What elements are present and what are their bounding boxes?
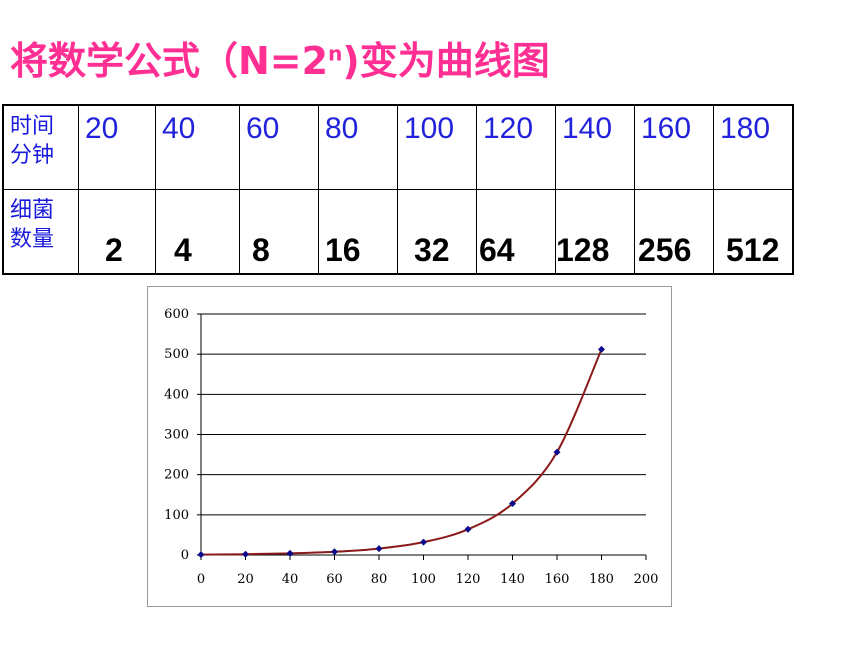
row-header-count: 细菌 数量	[2, 189, 79, 275]
x-tick-label: 200	[634, 572, 659, 587]
count-cell: 16	[318, 189, 398, 275]
row-header-time-label: 时间 分钟	[10, 114, 55, 168]
x-tick-label: 180	[589, 572, 614, 587]
growth-line-chart: 0 100 200 300 400 500 600 0 20 40 60 80 100 120 140 160…	[164, 307, 659, 587]
count-cell: 2	[78, 189, 156, 275]
data-point	[286, 549, 294, 557]
data-table: 时间 分钟 20 40 60 80 100 120 140 160 180 细菌…	[2, 104, 794, 275]
data-point	[464, 525, 472, 533]
data-point	[197, 551, 205, 559]
x-tick-label: 40	[282, 572, 299, 587]
time-cell: 20	[78, 104, 156, 190]
x-tick-label: 140	[500, 572, 525, 587]
x-tick-label: 160	[545, 572, 570, 587]
data-point	[331, 548, 338, 556]
data-point	[553, 448, 561, 456]
count-cell: 256	[634, 189, 714, 275]
count-cell: 128	[555, 189, 635, 275]
data-point	[420, 538, 427, 546]
time-row: 时间 分钟 20 40 60 80 100 120 140 160 180	[2, 104, 794, 190]
time-cell: 100	[397, 104, 477, 190]
y-tick-label: 300	[164, 428, 189, 443]
time-cell: 120	[476, 104, 556, 190]
time-cell: 60	[239, 104, 319, 190]
count-row: 细菌 数量 2 4 8 16 32 64 128 256 512	[2, 189, 794, 275]
y-tick-label: 400	[164, 387, 189, 402]
count-cell: 32	[397, 189, 477, 275]
chart-frame: 0 100 200 300 400 500 600 0 20 40 60 80 100 120 140 160…	[147, 286, 672, 607]
y-tick-label: 500	[164, 347, 189, 362]
time-cell: 40	[155, 104, 240, 190]
count-cell: 512	[713, 189, 794, 275]
y-tick-label: 100	[164, 508, 189, 523]
title-main: 将数学公式（N=2	[10, 39, 329, 83]
row-header-time: 时间 分钟	[2, 104, 79, 190]
y-tick-label: 0	[181, 548, 189, 563]
page-title: 将数学公式（N=2n)变为曲线图	[10, 30, 550, 85]
y-tick-label: 200	[164, 468, 189, 483]
data-point	[509, 500, 516, 508]
count-cell: 8	[239, 189, 319, 275]
data-point	[375, 545, 383, 553]
series-line	[200, 348, 603, 556]
time-cell: 140	[555, 104, 635, 190]
x-tick-label: 100	[411, 572, 436, 587]
y-tick-label: 600	[164, 307, 189, 322]
title-exponent: n	[328, 41, 343, 66]
data-point	[598, 345, 605, 353]
count-cell: 64	[476, 189, 556, 275]
time-cell: 160	[634, 104, 714, 190]
x-tick-label: 0	[197, 572, 205, 587]
x-tick-label: 120	[456, 572, 481, 587]
time-cell: 180	[713, 104, 794, 190]
count-cell: 4	[155, 189, 240, 275]
title-tail: )变为曲线图	[342, 39, 550, 83]
data-point	[242, 550, 249, 558]
time-cell: 80	[318, 104, 398, 190]
x-tick-label: 60	[326, 572, 343, 587]
row-header-count-label: 细菌 数量	[10, 198, 55, 252]
x-tick-label: 80	[371, 572, 388, 587]
x-tick-label: 20	[237, 572, 254, 587]
